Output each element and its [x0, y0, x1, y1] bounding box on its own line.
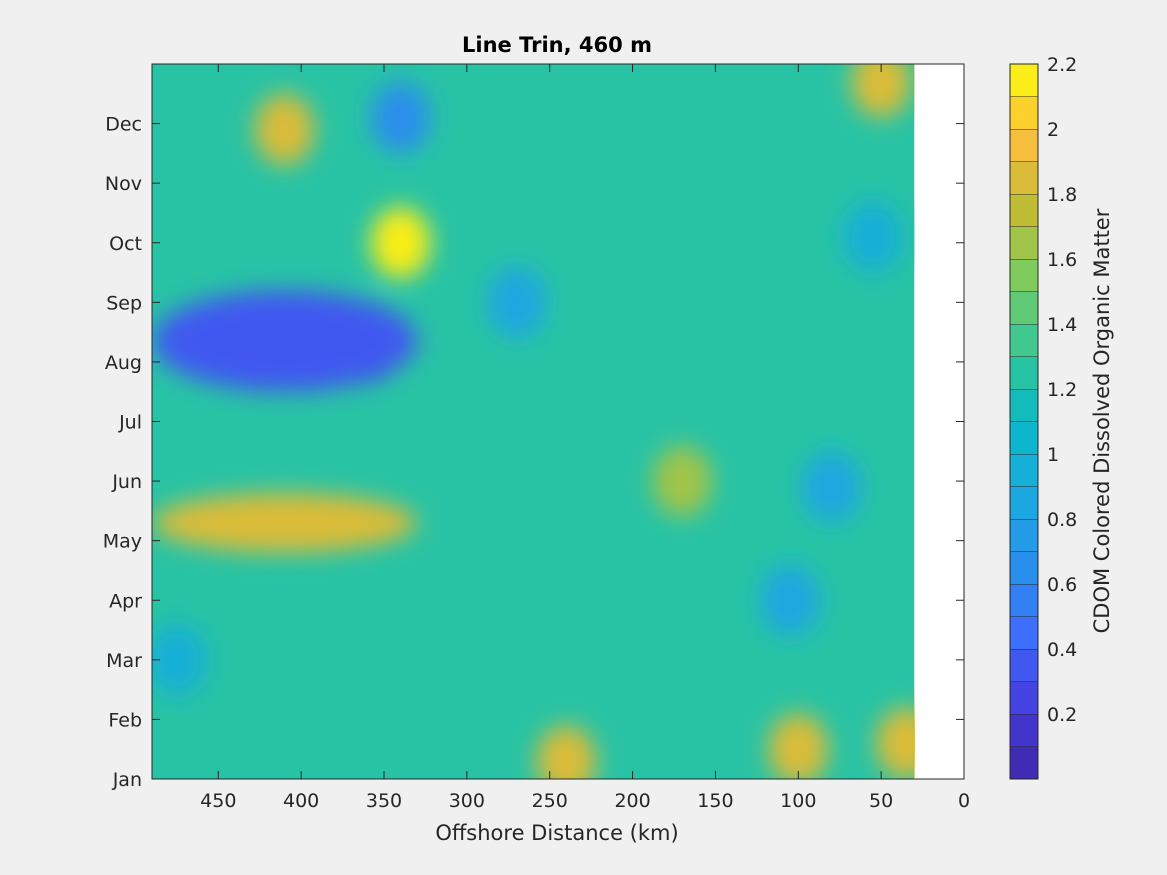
x-tick-label: 250 [532, 790, 568, 812]
colorbar-level [1010, 551, 1038, 584]
y-tick-label: Dec [105, 114, 142, 136]
field-feature [536, 725, 597, 779]
colorbar-frame [1009, 63, 1039, 780]
colorbar-tick-label: 0.6 [1047, 574, 1077, 596]
field-feature [851, 64, 911, 118]
y-tick-label: Apr [109, 590, 142, 612]
x-tick-label: 350 [366, 790, 402, 812]
colorbar-level [1010, 161, 1038, 194]
field-feature [370, 81, 431, 154]
y-tick-label: May [103, 531, 142, 553]
colorbar-level [1010, 714, 1038, 747]
y-tick-label: Jun [111, 471, 142, 493]
colorbar-level [1010, 454, 1038, 487]
colorbar-level [1010, 681, 1038, 714]
field-feature [152, 290, 418, 392]
x-axis-label: Offshore Distance (km) [435, 821, 678, 845]
colorbar-tick-label: 1 [1047, 444, 1059, 466]
y-tick-label: Oct [109, 233, 142, 255]
field-feature [254, 93, 315, 166]
colorbar-level [1010, 746, 1038, 779]
field-feature [652, 445, 713, 517]
y-tick-label: Mar [106, 650, 142, 672]
colorbar-level [1010, 389, 1038, 422]
y-tick-label: Feb [108, 709, 142, 731]
field-feature [760, 564, 820, 636]
colorbar-level [1010, 129, 1038, 162]
colorbar-level [1010, 259, 1038, 292]
y-tick-label: Aug [105, 352, 142, 374]
colorbar-level [1010, 486, 1038, 519]
y-tick-label: Jul [118, 412, 142, 434]
x-tick-label: 200 [614, 790, 650, 812]
colorbar-level [1010, 421, 1038, 454]
colorbar-level [1010, 226, 1038, 259]
colorbar-tick-label: 1.6 [1047, 249, 1077, 271]
colorbar-tick-label: 0.2 [1047, 704, 1077, 726]
field-feature [843, 201, 903, 273]
colorbar-tick-label: 2 [1047, 119, 1059, 141]
y-tick-label: Nov [105, 173, 142, 195]
field-feature [876, 707, 915, 779]
x-axis: 450 400 350 300 250 200 150 100 50 0 [200, 64, 970, 812]
colorbar-label: CDOM Colored Dissolved Organic Matter [1090, 208, 1114, 633]
x-tick-label: 300 [449, 790, 485, 812]
field-feature [370, 207, 431, 279]
colorbar-tick-label: 0.8 [1047, 509, 1077, 531]
colorbar-axis: 0.2 0.4 0.6 0.8 1 1.2 1.4 1.6 1.8 2 2.2 [1047, 54, 1077, 726]
x-tick-label: 0 [958, 790, 970, 812]
contour-field [152, 64, 915, 779]
colorbar-level [1010, 291, 1038, 324]
colorbar-level [1010, 324, 1038, 357]
colorbar-level [1010, 649, 1038, 682]
field-feature [152, 624, 207, 696]
x-tick-label: 100 [780, 790, 816, 812]
field-feature [486, 266, 547, 339]
colorbar-level [1010, 616, 1038, 649]
field-feature [152, 493, 418, 553]
y-tick-label: Jan [112, 769, 142, 791]
field-base [152, 64, 915, 779]
colorbar [1010, 63, 1038, 779]
colorbar-tick-label: 1.2 [1047, 379, 1077, 401]
chart-title: Line Trin, 460 m [462, 33, 652, 57]
x-tick-label: 50 [869, 790, 893, 812]
colorbar-tick-label: 0.4 [1047, 639, 1077, 661]
field-feature [801, 451, 862, 523]
colorbar-tick-label: 1.4 [1047, 314, 1077, 336]
x-tick-label: 150 [697, 790, 733, 812]
colorbar-level [1010, 96, 1038, 129]
colorbar-level [1010, 194, 1038, 227]
field-feature [768, 713, 829, 779]
colorbar-level [1010, 356, 1038, 389]
x-tick-label: 400 [283, 790, 319, 812]
colorbar-tick-label: 1.8 [1047, 184, 1077, 206]
y-tick-label: Sep [106, 292, 142, 314]
colorbar-level [1010, 64, 1038, 97]
colorbar-tick-label: 2.2 [1047, 54, 1077, 76]
colorbar-level [1010, 519, 1038, 552]
colorbar-level [1010, 584, 1038, 617]
y-axis: Jan Feb Mar Apr May Jun Jul Aug Sep Oct Nov Dec [103, 114, 964, 791]
x-tick-label: 450 [200, 790, 236, 812]
